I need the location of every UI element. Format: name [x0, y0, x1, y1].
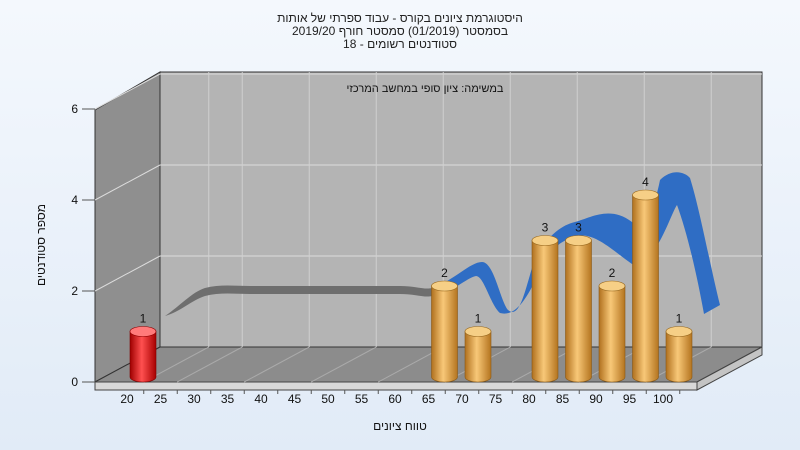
chart-title-line-2: בסמסטר (01/2019) סמסטר חורף 2019/20	[292, 24, 508, 38]
bar-20: 1	[129, 312, 157, 383]
bar-top	[464, 326, 492, 337]
bar-85: 3	[565, 221, 592, 383]
bar-top	[665, 326, 693, 337]
bar-95: 4	[632, 175, 659, 383]
bar-body	[129, 331, 157, 383]
bar-top	[531, 235, 559, 246]
y-tick-label: 6	[71, 102, 78, 116]
x-tick-label: 90	[589, 392, 603, 406]
x-axis-label: טווח ציונים	[373, 419, 427, 433]
bar-body	[464, 331, 492, 383]
grid-line-left	[94, 255, 161, 292]
chart-title-line-1: היסטוגרמת ציונים בקורס - עבוד ספרתי של א…	[277, 11, 523, 25]
x-tick-label: 80	[522, 392, 536, 406]
x-tick-label: 100	[653, 392, 673, 406]
bar-body	[665, 331, 693, 383]
bar-body	[598, 285, 626, 383]
bar-70: 1	[464, 312, 492, 383]
bar-top	[565, 235, 592, 246]
bar-top	[632, 189, 659, 201]
bar-body	[431, 285, 458, 383]
plot-annotation: במשימה: ציון סופי במחשב המרכזי	[347, 83, 504, 95]
bars-group: 1 2 1 3 3 2 4 1	[129, 175, 693, 383]
floor-grid-line	[244, 346, 310, 383]
trend-ribbon-gray	[165, 285, 432, 316]
x-tick-label: 45	[288, 392, 302, 406]
x-tick-label: 40	[254, 392, 268, 406]
bar-value-label: 3	[575, 221, 582, 235]
y-tick-label: 4	[71, 193, 78, 207]
x-tick-label: 55	[355, 392, 369, 406]
bar-80: 3	[531, 221, 559, 383]
bar-top	[431, 280, 458, 292]
bar-top	[598, 280, 626, 292]
bar-value-label: 3	[542, 221, 549, 235]
x-tick-label: 85	[556, 392, 570, 406]
chart-title-line-3: סטודנטים רשומים - 18	[343, 37, 457, 51]
x-tick-label: 75	[489, 392, 503, 406]
floor-side-edge	[696, 346, 763, 391]
y-axis-label: מספר סטודנטים	[34, 204, 48, 286]
x-tick-label: 95	[623, 392, 637, 406]
y-tick-labels: 0 2 4 6	[71, 102, 95, 389]
bar-100: 1	[665, 312, 693, 383]
x-tick-label: 30	[187, 392, 201, 406]
bar-top	[129, 326, 157, 337]
y-tick-label: 2	[71, 284, 78, 298]
x-tick-label: 35	[221, 392, 235, 406]
trend-ribbon-blue	[432, 172, 720, 314]
floor-front-edge	[94, 381, 698, 391]
x-tick-label: 50	[321, 392, 335, 406]
bar-value-label: 2	[609, 266, 616, 280]
x-tick-label: 20	[120, 392, 134, 406]
floor-grid-line	[177, 346, 243, 383]
bar-value-label: 1	[140, 312, 147, 326]
floor	[94, 346, 763, 383]
x-tick-labels: 20 25 30 35 40 45 50 55 60 65 70 75 80 85 90 95 100	[120, 390, 681, 406]
x-tick-label: 60	[388, 392, 402, 406]
bar-value-label: 2	[441, 266, 448, 280]
floor-grid-line	[311, 346, 377, 383]
grid-line-left	[94, 164, 161, 201]
x-tick-label: 70	[455, 392, 469, 406]
x-tick-label: 65	[422, 392, 436, 406]
y-tick-label: 0	[71, 375, 78, 389]
bar-90: 2	[598, 266, 626, 383]
x-tick-label: 25	[154, 392, 168, 406]
bar-value-label: 4	[642, 175, 649, 189]
bar-body	[531, 240, 559, 383]
bar-body	[565, 240, 592, 383]
grid-line-left	[94, 73, 161, 110]
bar-value-label: 1	[475, 312, 482, 326]
bar-65: 2	[431, 266, 458, 383]
bar-value-label: 1	[676, 312, 683, 326]
bar-body	[632, 194, 659, 383]
